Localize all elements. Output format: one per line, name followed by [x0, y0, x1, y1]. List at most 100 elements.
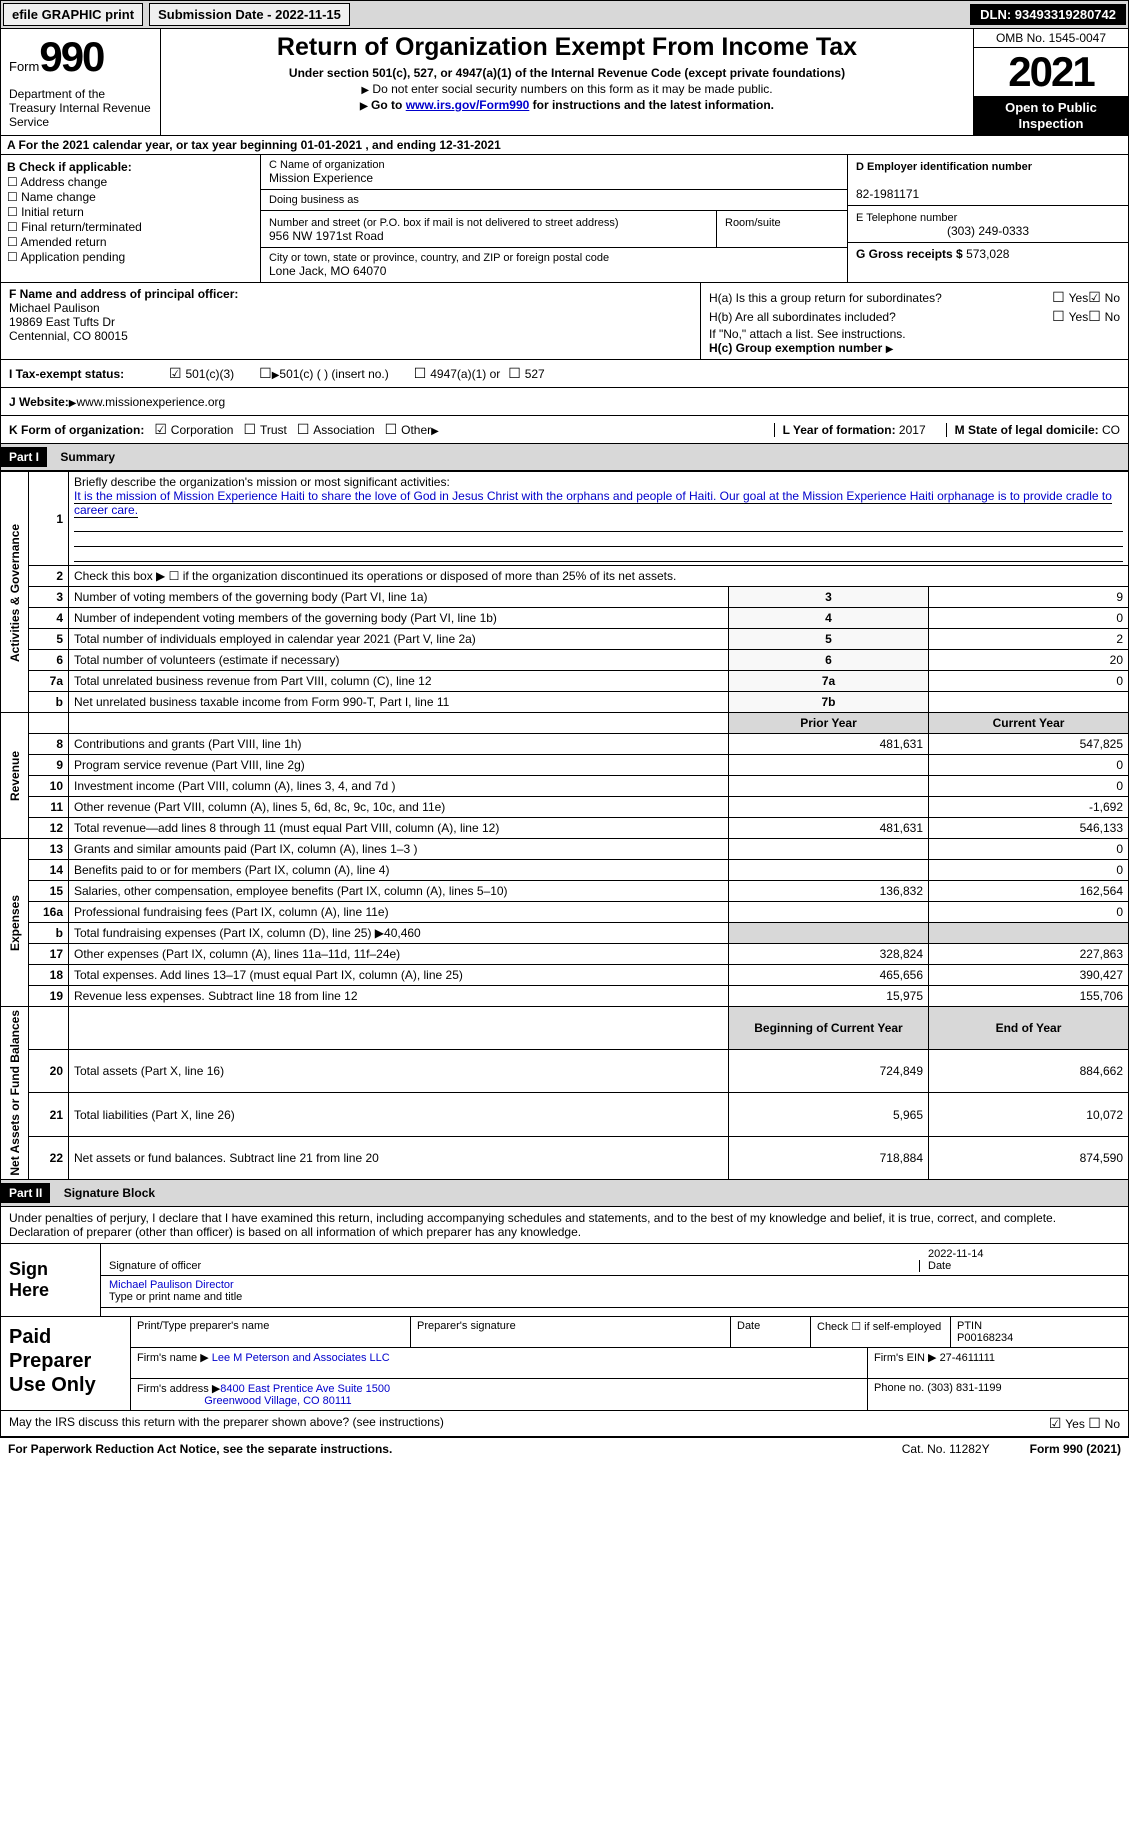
subtitle-1: Under section 501(c), 527, or 4947(a)(1)…: [181, 66, 953, 80]
ein-label: D Employer identification number: [856, 161, 1032, 173]
sig-date-label: Date: [928, 1260, 1120, 1272]
footer-left: For Paperwork Reduction Act Notice, see …: [8, 1442, 392, 1456]
side-governance: Activities & Governance: [1, 472, 29, 713]
chk-assoc[interactable]: Association: [297, 421, 375, 438]
sig-declare: Under penalties of perjury, I declare th…: [1, 1207, 1128, 1244]
line-text: Number of voting members of the governin…: [69, 587, 729, 608]
chk-trust[interactable]: Trust: [243, 421, 286, 438]
efile-button[interactable]: efile GRAPHIC print: [3, 3, 143, 26]
row-j: J Website: www.missionexperience.org: [0, 388, 1129, 416]
row-a: A For the 2021 calendar year, or tax yea…: [0, 136, 1129, 155]
firm-label: Firm's name ▶: [137, 1352, 209, 1364]
inspection-label: Open to Public Inspection: [974, 96, 1128, 135]
part-2-num: Part II: [1, 1183, 50, 1203]
dba-label: Doing business as: [269, 194, 839, 206]
firm-addr2: Greenwood Village, CO 80111: [204, 1395, 351, 1407]
side-revenue: Revenue: [1, 713, 29, 839]
chk-corp[interactable]: Corporation: [154, 421, 233, 438]
hb-label: H(b) Are all subordinates included?: [709, 310, 1052, 324]
arrow-icon: [886, 341, 894, 355]
col-f: F Name and address of principal officer:…: [1, 283, 701, 359]
gross-label: G Gross receipts $: [856, 247, 963, 261]
room-label: Room/suite: [725, 217, 781, 229]
prior-year-header: Prior Year: [729, 713, 929, 734]
col-b-header: B Check if applicable:: [7, 160, 254, 174]
discuss-yes[interactable]: Yes: [1049, 1417, 1088, 1431]
hc-label: H(c) Group exemption number: [709, 341, 882, 355]
ein-value: 82-1981171: [856, 187, 919, 201]
chk-address[interactable]: Address change: [7, 175, 254, 189]
prep-check-label: Check ☐ if self-employed: [811, 1317, 951, 1347]
block-fh: F Name and address of principal officer:…: [0, 283, 1129, 360]
chk-final[interactable]: Final return/terminated: [7, 220, 254, 234]
preparer-block: Paid Preparer Use Only Print/Type prepar…: [0, 1317, 1129, 1411]
part-1-num: Part I: [1, 447, 47, 467]
sig-date-value: 2022-11-14: [928, 1248, 1120, 1260]
chk-other[interactable]: Other: [385, 421, 431, 438]
submission-date: Submission Date - 2022-11-15: [149, 3, 350, 26]
ptin-label: PTIN: [957, 1320, 982, 1332]
officer-label: F Name and address of principal officer:: [9, 287, 238, 301]
ha-yes[interactable]: Yes: [1052, 289, 1088, 306]
side-netassets: Net Assets or Fund Balances: [1, 1007, 29, 1180]
discuss-row: May the IRS discuss this return with the…: [0, 1411, 1129, 1437]
arrow-icon: [69, 395, 77, 409]
hb-yes[interactable]: Yes: [1052, 308, 1088, 325]
prep-name-label: Print/Type preparer's name: [131, 1317, 411, 1347]
chk-501c3[interactable]: 501(c)(3): [169, 365, 234, 382]
city-value: Lone Jack, MO 64070: [269, 264, 839, 278]
main-title: Return of Organization Exempt From Incom…: [181, 33, 953, 62]
org-name: Mission Experience: [269, 171, 839, 185]
firm-ein-label: Firm's EIN ▶: [874, 1352, 937, 1364]
firm-ein: 27-4611111: [940, 1352, 995, 1364]
street-label: Number and street (or P.O. box if mail i…: [269, 217, 619, 229]
prep-date-label: Date: [731, 1317, 811, 1347]
ha-no[interactable]: No: [1088, 289, 1120, 306]
chk-name[interactable]: Name change: [7, 190, 254, 204]
footer: For Paperwork Reduction Act Notice, see …: [0, 1437, 1129, 1460]
chk-527[interactable]: 527: [508, 365, 544, 382]
firm-addr-label: Firm's address ▶: [137, 1383, 220, 1395]
ha-label: H(a) Is this a group return for subordin…: [709, 291, 1052, 305]
chk-amended[interactable]: Amended return: [7, 235, 254, 249]
hb-note: If "No," attach a list. See instructions…: [709, 327, 1120, 341]
part-1-header: Part I Summary: [0, 444, 1129, 471]
org-name-label: C Name of organization: [269, 159, 839, 171]
year-formation: 2017: [899, 423, 926, 437]
irs-link[interactable]: www.irs.gov/Form990: [406, 98, 530, 112]
chk-4947[interactable]: 4947(a)(1) or: [414, 365, 500, 382]
part-2-title: Signature Block: [64, 1186, 155, 1200]
subtitle-2: Do not enter social security numbers on …: [181, 82, 953, 96]
discuss-no[interactable]: No: [1088, 1417, 1120, 1431]
signature-block: Under penalties of perjury, I declare th…: [0, 1207, 1129, 1317]
line-val: 9: [929, 587, 1129, 608]
officer-addr2: Centennial, CO 80015: [9, 329, 128, 343]
year-formation-label: L Year of formation:: [783, 423, 896, 437]
hb-no[interactable]: No: [1088, 308, 1120, 325]
website-label: J Website:: [9, 395, 69, 409]
subtitle-3: Go to www.irs.gov/Form990 for instructio…: [181, 98, 953, 112]
form-header: Form990 Department of the Treasury Inter…: [0, 29, 1129, 136]
city-label: City or town, state or province, country…: [269, 252, 839, 264]
block-bcd: B Check if applicable: Address change Na…: [0, 155, 1129, 283]
chk-initial[interactable]: Initial return: [7, 205, 254, 219]
dln: DLN: 93493319280742: [970, 4, 1126, 25]
phone-value: (303) 249-0333: [856, 224, 1120, 238]
website-value: www.missionexperience.org: [77, 395, 226, 409]
chk-501c[interactable]: [259, 365, 272, 382]
ptin-value: P00168234: [957, 1332, 1013, 1344]
line-num: 1: [29, 472, 69, 566]
sig-officer-label: Signature of officer: [109, 1260, 911, 1272]
col-c: C Name of organization Mission Experienc…: [261, 155, 848, 282]
firm-name: Lee M Peterson and Associates LLC: [212, 1352, 390, 1364]
end-year-header: End of Year: [929, 1007, 1129, 1050]
side-expenses: Expenses: [1, 839, 29, 1007]
tax-status-label: I Tax-exempt status:: [9, 367, 169, 381]
form-org-label: K Form of organization:: [9, 423, 144, 437]
firm-phone: (303) 831-1199: [927, 1382, 1001, 1394]
firm-phone-label: Phone no.: [874, 1382, 924, 1394]
form-label: Form: [9, 59, 39, 74]
discuss-text: May the IRS discuss this return with the…: [9, 1415, 444, 1432]
chk-pending[interactable]: Application pending: [7, 250, 254, 264]
col-h: H(a) Is this a group return for subordin…: [701, 283, 1128, 359]
